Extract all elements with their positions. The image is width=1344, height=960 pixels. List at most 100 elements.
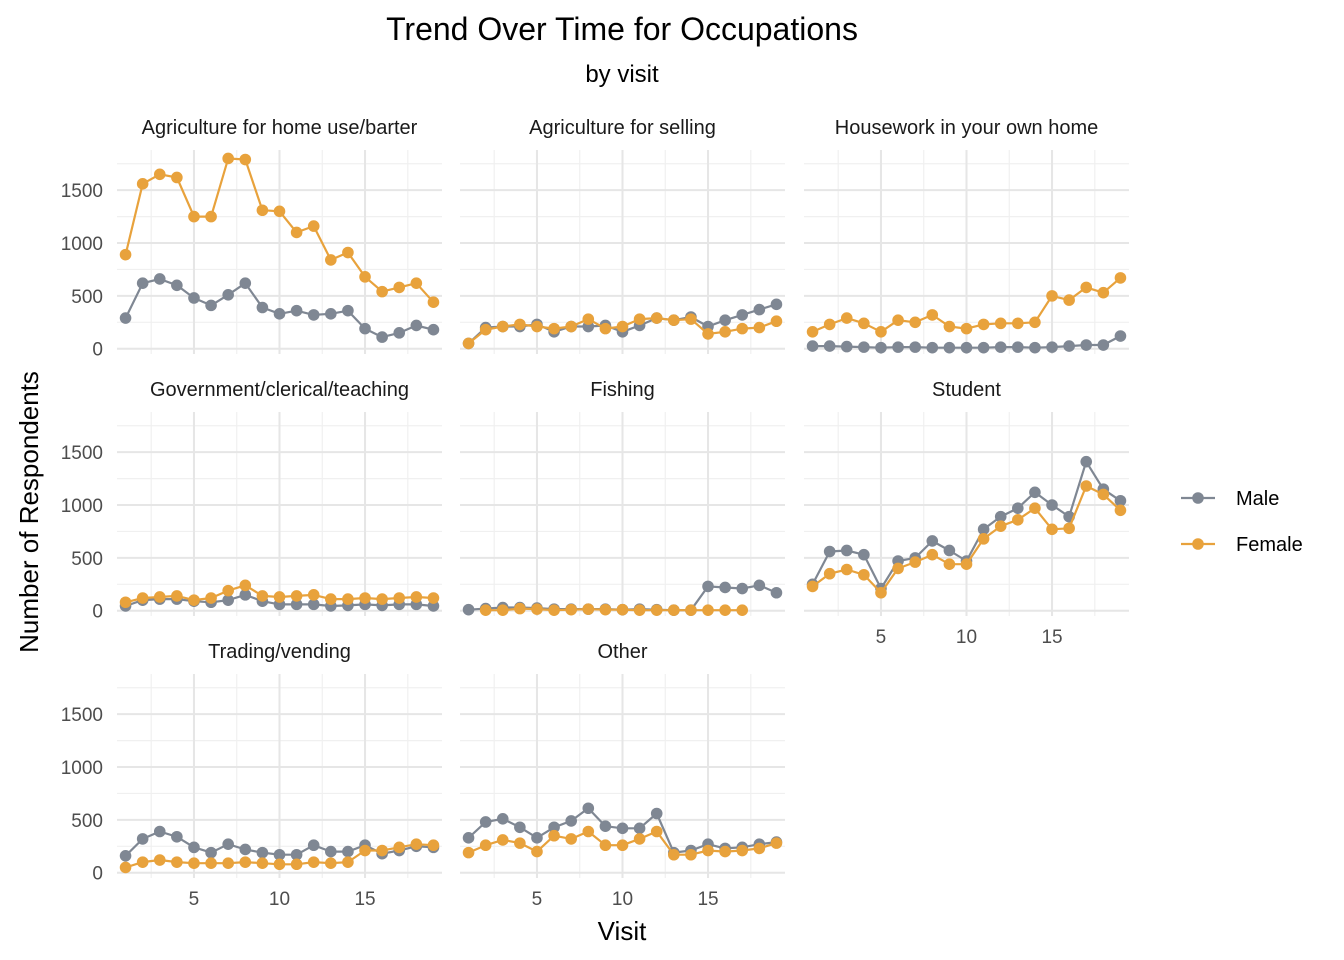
data-point	[188, 857, 200, 870]
data-point	[496, 834, 509, 846]
y-tick-label: 1000	[61, 234, 103, 255]
panel-title: Agriculture for home use/barter	[142, 117, 418, 139]
data-point	[702, 580, 714, 593]
data-point	[462, 846, 475, 859]
data-point	[858, 317, 870, 330]
data-point	[994, 317, 1007, 330]
x-tick-label: 15	[697, 889, 718, 910]
data-point	[376, 331, 388, 343]
data-point	[719, 581, 731, 594]
data-point	[171, 590, 183, 602]
data-point	[1063, 294, 1075, 306]
data-point	[1029, 502, 1041, 514]
data-point	[1097, 339, 1110, 351]
data-point	[359, 592, 371, 604]
data-point	[393, 327, 406, 339]
data-point	[171, 279, 183, 292]
data-point	[462, 603, 475, 616]
panel-agriculture-for-selling: Agriculture for selling	[460, 117, 785, 354]
major-gridlines	[117, 150, 442, 354]
y-tick-label: 1500	[61, 181, 103, 202]
major-gridlines	[804, 412, 1129, 616]
data-point	[1063, 340, 1075, 352]
data-point	[806, 326, 819, 338]
data-point	[153, 168, 166, 181]
data-point	[307, 856, 320, 868]
data-point	[136, 856, 149, 868]
panel-fishing: Fishing	[460, 379, 785, 616]
data-point	[616, 822, 629, 835]
y-tick-label: 1000	[61, 496, 103, 517]
data-point	[393, 841, 406, 854]
data-point	[256, 590, 269, 602]
data-point	[290, 848, 303, 861]
data-point	[479, 816, 492, 828]
data-point	[479, 323, 492, 336]
data-point	[926, 548, 939, 561]
data-point	[1080, 455, 1093, 468]
data-point	[875, 341, 887, 354]
data-point	[633, 833, 646, 845]
data-point	[427, 296, 440, 309]
data-point	[119, 850, 132, 862]
data-point	[290, 226, 303, 239]
data-point	[188, 841, 200, 854]
data-point	[1012, 514, 1024, 526]
data-point	[410, 319, 423, 332]
data-point	[599, 820, 612, 833]
data-point	[153, 591, 166, 603]
data-point	[633, 822, 646, 835]
data-point	[702, 328, 714, 340]
data-point	[410, 591, 423, 603]
data-point	[702, 604, 714, 616]
data-point	[479, 604, 492, 616]
data-point	[342, 593, 354, 605]
y-tick-label: 1500	[61, 443, 103, 464]
panel-trading-vending: Trading/vending 0 500 1000 1500 5 10 15	[61, 641, 442, 910]
data-point	[239, 153, 252, 166]
data-point	[892, 314, 904, 326]
data-point	[770, 315, 783, 328]
data-point	[977, 533, 990, 545]
major-gridlines	[117, 412, 442, 616]
x-tick-label: 5	[876, 627, 887, 648]
data-point	[427, 600, 440, 612]
data-point	[960, 341, 973, 354]
data-point	[875, 586, 887, 599]
data-point	[119, 248, 132, 261]
data-point	[222, 857, 234, 870]
data-point	[410, 277, 423, 289]
data-point	[994, 341, 1007, 353]
panel-title: Other	[597, 641, 647, 663]
data-point	[823, 545, 836, 558]
data-point	[823, 318, 836, 331]
data-point	[1080, 339, 1093, 351]
major-gridlines	[460, 674, 785, 878]
data-point	[427, 323, 440, 336]
data-point	[633, 604, 646, 616]
series-female	[119, 579, 440, 609]
data-point	[479, 839, 492, 852]
panel-title: Fishing	[590, 379, 654, 401]
data-point	[548, 821, 560, 834]
legend: Male Female	[1181, 488, 1303, 556]
data-point	[960, 558, 973, 571]
legend-label: Male	[1236, 488, 1279, 510]
data-point	[823, 340, 836, 352]
data-point	[1029, 341, 1041, 354]
series-female	[806, 480, 1127, 599]
data-point	[753, 842, 766, 855]
data-point	[119, 596, 132, 609]
y-tick-label: 0	[92, 340, 103, 361]
data-point	[325, 593, 337, 605]
data-point	[290, 858, 303, 871]
data-point	[205, 857, 217, 870]
data-point	[753, 303, 766, 316]
data-point	[1114, 330, 1127, 342]
data-point	[892, 341, 904, 353]
panel-title: Agriculture for selling	[529, 117, 716, 139]
data-point	[239, 589, 252, 601]
data-point	[136, 178, 149, 190]
data-point	[650, 312, 663, 324]
data-point	[256, 846, 269, 859]
